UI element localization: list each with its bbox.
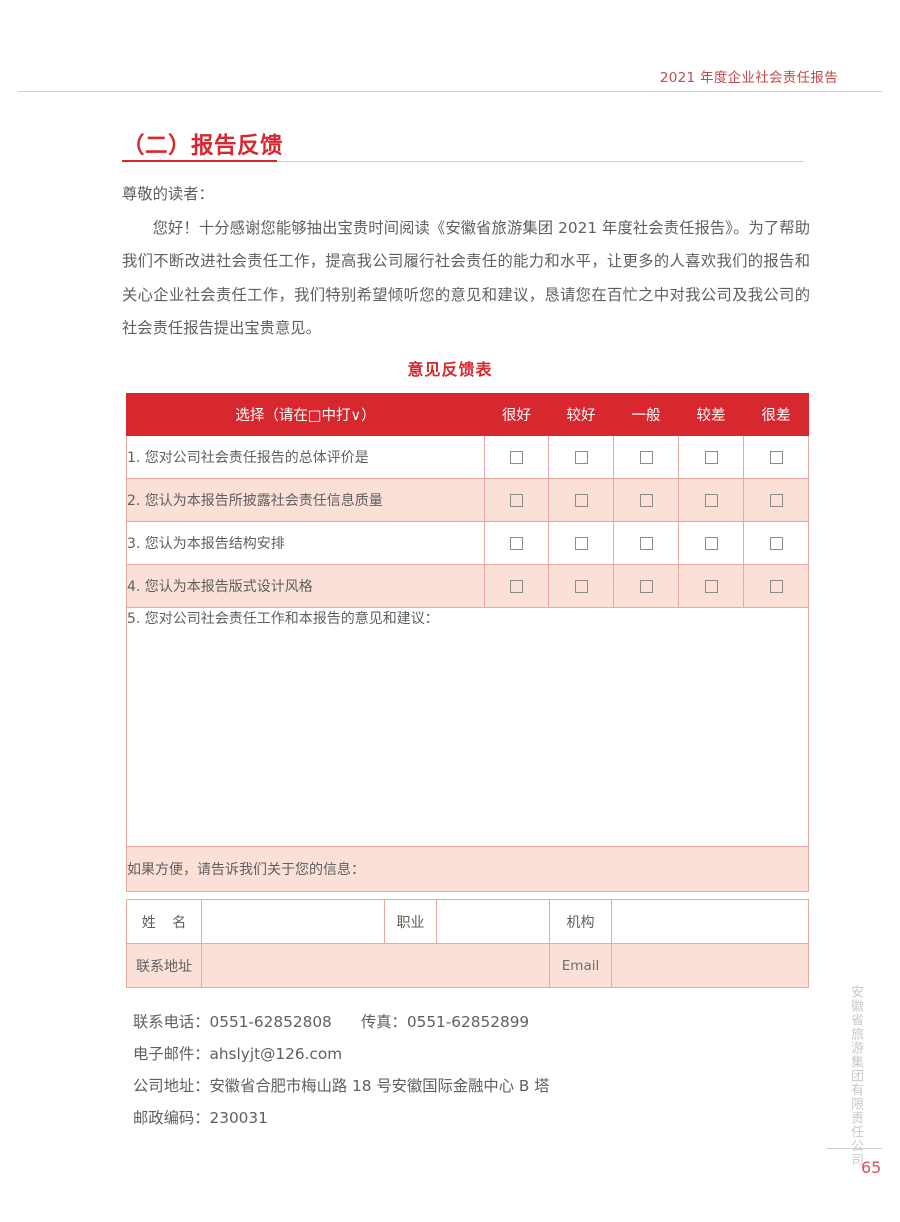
checkbox-cell-q1-c5[interactable] (743, 435, 809, 479)
checkbox-cell-q2-c3[interactable] (613, 478, 679, 522)
checkbox-cell-q2-c1[interactable] (484, 478, 549, 522)
checkbox-icon[interactable] (639, 493, 653, 507)
question-label-4: 4. 您认为本报告版式设计风格 (126, 564, 485, 608)
checkbox-icon[interactable] (510, 450, 523, 464)
checkbox-cell-q1-c4[interactable] (678, 435, 744, 479)
header-question: 选择（请在□中打∨） (126, 393, 485, 436)
checkbox-icon[interactable] (510, 493, 523, 507)
checkbox-cell-q4-c3[interactable] (613, 564, 679, 608)
header-rating-3: 较差 (678, 393, 744, 436)
question-label-3: 3. 您认为本报告结构安排 (126, 521, 485, 565)
page-number: 65 (861, 1158, 882, 1177)
checkbox-cell-q1-c1[interactable] (484, 435, 549, 479)
label-organization: 机构 (549, 899, 612, 944)
info-note: 如果方便，请告诉我们关于您的信息： (126, 846, 809, 892)
checkbox-icon[interactable] (510, 579, 523, 593)
checkbox-cell-q2-c2[interactable] (548, 478, 614, 522)
suggestion-textarea-cell[interactable]: 5. 您对公司社会责任工作和本报告的意见和建议： (126, 607, 809, 847)
body-text: 尊敬的读者： 您好！十分感谢您能够抽出宝贵时间阅读《安徽省旅游集团 2021 年… (122, 178, 810, 346)
input-organization[interactable] (611, 899, 809, 944)
page-number-divider (827, 1148, 882, 1149)
label-occupation: 职业 (384, 899, 437, 944)
contact-line-address: 公司地址：安徽省合肥市梅山路 18 号安徽国际金融中心 B 塔 (133, 1077, 550, 1095)
table-row: 5. 您对公司社会责任工作和本报告的意见和建议： (126, 607, 809, 847)
input-occupation[interactable] (436, 899, 550, 944)
checkbox-cell-q1-c3[interactable] (613, 435, 679, 479)
intro-paragraph: 您好！十分感谢您能够抽出宝贵时间阅读《安徽省旅游集团 2021 年度社会责任报告… (122, 218, 810, 338)
section-title: （二）报告反馈 (122, 133, 284, 159)
checkbox-icon[interactable] (769, 579, 783, 593)
salutation: 尊敬的读者： (122, 185, 214, 203)
checkbox-cell-q3-c2[interactable] (548, 521, 614, 565)
checkbox-cell-q2-c5[interactable] (743, 478, 809, 522)
checkbox-icon[interactable] (769, 493, 783, 507)
table-row: 3. 您认为本报告结构安排 (126, 521, 809, 565)
checkbox-cell-q3-c4[interactable] (678, 521, 744, 565)
contact-details: 联系电话：0551-62852808 传真：0551-62852899 电子邮件… (133, 1006, 550, 1134)
header-rating-0: 很好 (484, 393, 549, 436)
table-row: 姓 名 职业 机构 (126, 899, 809, 944)
checkbox-icon[interactable] (574, 493, 588, 507)
contact-line-phone: 联系电话：0551-62852808 传真：0551-62852899 (133, 1013, 530, 1031)
checkbox-icon[interactable] (639, 579, 653, 593)
checkbox-icon[interactable] (510, 536, 523, 550)
contact-line-email: 电子邮件：ahslyjt@126.com (133, 1045, 343, 1063)
section-title-underline-grey (277, 160, 804, 162)
checkbox-cell-q3-c1[interactable] (484, 521, 549, 565)
checkbox-cell-q3-c5[interactable] (743, 521, 809, 565)
table-row: 1. 您对公司社会责任报告的总体评价是 (126, 435, 809, 479)
checkbox-icon[interactable] (769, 450, 783, 464)
header-rating-4: 很差 (743, 393, 809, 436)
checkbox-icon[interactable] (574, 450, 588, 464)
feedback-table: 选择（请在□中打∨） 很好 较好 一般 较差 很差 1. 您对公司社会责任报告的… (126, 393, 809, 892)
input-address[interactable] (201, 943, 550, 988)
checkbox-icon[interactable] (769, 536, 783, 550)
checkbox-cell-q1-c2[interactable] (548, 435, 614, 479)
checkbox-icon[interactable] (574, 579, 588, 593)
question-label-2: 2. 您认为本报告所披露社会责任信息质量 (126, 478, 485, 522)
checkbox-icon[interactable] (704, 493, 718, 507)
section-title-underline-red (122, 160, 277, 162)
feedback-form-title: 意见反馈表 (407, 360, 493, 379)
contact-info-table: 姓 名 职业 机构 联系地址 Email (126, 899, 809, 988)
header-rating-1: 较好 (548, 393, 614, 436)
checkbox-cell-q2-c4[interactable] (678, 478, 744, 522)
checkbox-cell-q4-c4[interactable] (678, 564, 744, 608)
input-email[interactable] (611, 943, 809, 988)
header-rating-2: 一般 (613, 393, 679, 436)
label-name: 姓 名 (126, 899, 202, 944)
table-row: 2. 您认为本报告所披露社会责任信息质量 (126, 478, 809, 522)
checkbox-icon[interactable] (574, 536, 588, 550)
table-header-row: 选择（请在□中打∨） 很好 较好 一般 较差 很差 (126, 393, 809, 436)
company-vertical-text: 安徽省旅游集团有限责任公司 (848, 985, 863, 1167)
checkbox-icon[interactable] (704, 536, 718, 550)
question-label-1: 1. 您对公司社会责任报告的总体评价是 (126, 435, 485, 479)
checkbox-icon[interactable] (704, 579, 718, 593)
checkbox-icon[interactable] (639, 536, 653, 550)
input-name[interactable] (201, 899, 385, 944)
running-header: 2021 年度企业社会责任报告 (659, 70, 838, 86)
header-divider (18, 91, 882, 92)
table-row: 联系地址 Email (126, 943, 809, 988)
checkbox-cell-q3-c3[interactable] (613, 521, 679, 565)
contact-line-postcode: 邮政编码：230031 (133, 1109, 268, 1127)
checkbox-icon[interactable] (704, 450, 718, 464)
checkbox-cell-q4-c5[interactable] (743, 564, 809, 608)
checkbox-icon[interactable] (639, 450, 653, 464)
table-row: 4. 您认为本报告版式设计风格 (126, 564, 809, 608)
table-row: 如果方便，请告诉我们关于您的信息： (126, 846, 809, 892)
checkbox-cell-q4-c1[interactable] (484, 564, 549, 608)
label-email: Email (549, 943, 612, 988)
label-address: 联系地址 (126, 943, 202, 988)
checkbox-cell-q4-c2[interactable] (548, 564, 614, 608)
